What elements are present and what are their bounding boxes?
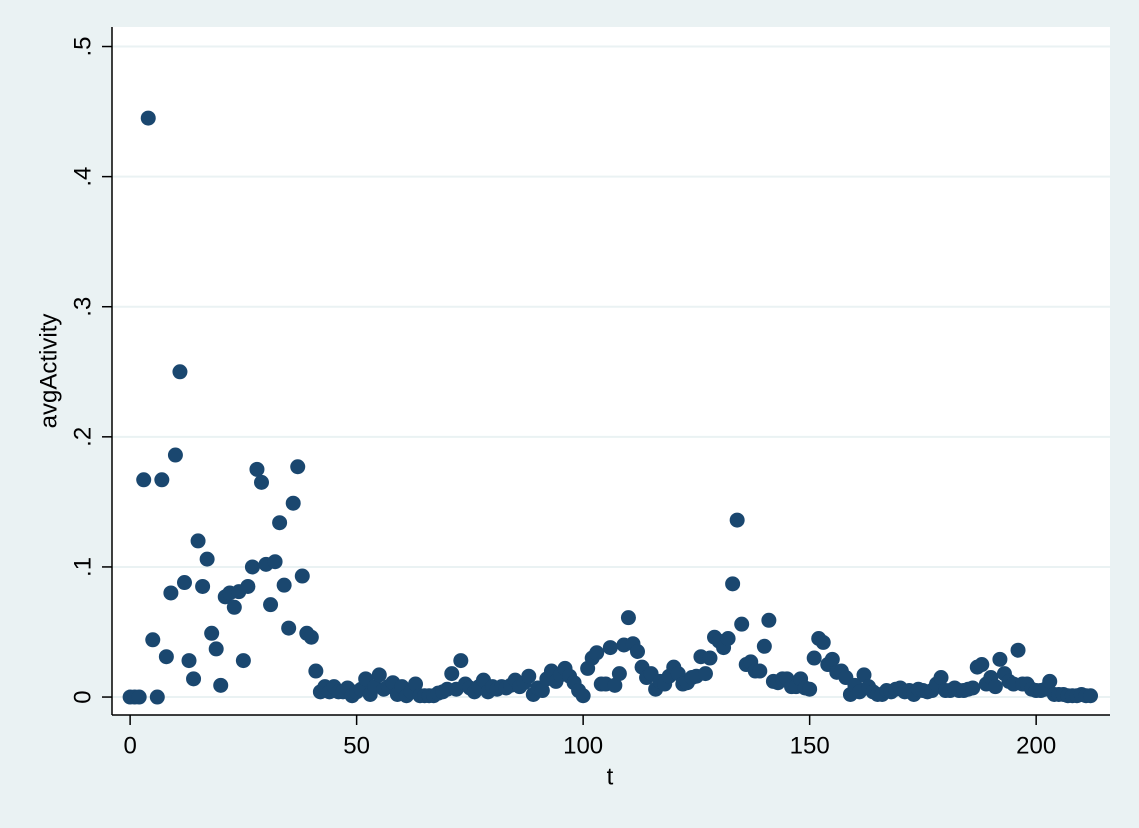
y-tick-label: 0 bbox=[69, 690, 96, 703]
point bbox=[734, 616, 750, 632]
point bbox=[240, 578, 256, 594]
point bbox=[303, 629, 319, 645]
point bbox=[267, 554, 283, 570]
point bbox=[285, 495, 301, 511]
point bbox=[272, 515, 288, 531]
point bbox=[1042, 673, 1058, 689]
point bbox=[131, 689, 147, 705]
point bbox=[244, 559, 260, 575]
point bbox=[702, 650, 718, 666]
point bbox=[163, 585, 179, 601]
point bbox=[1083, 688, 1099, 704]
point bbox=[408, 676, 424, 692]
point bbox=[761, 612, 777, 628]
point bbox=[620, 610, 636, 626]
point bbox=[725, 576, 741, 592]
point bbox=[815, 634, 831, 650]
point bbox=[992, 651, 1008, 667]
x-tick-label: 50 bbox=[343, 732, 370, 759]
point bbox=[290, 459, 306, 475]
point bbox=[453, 653, 469, 669]
point bbox=[195, 578, 211, 594]
point bbox=[444, 666, 460, 682]
point bbox=[199, 551, 215, 567]
point bbox=[824, 651, 840, 667]
x-axis-title: t bbox=[607, 763, 614, 790]
point bbox=[756, 638, 772, 654]
point bbox=[149, 689, 165, 705]
y-tick-label: .1 bbox=[69, 557, 96, 577]
point bbox=[136, 472, 152, 488]
point bbox=[281, 620, 297, 636]
point bbox=[856, 667, 872, 683]
point bbox=[167, 447, 183, 463]
point bbox=[253, 474, 269, 490]
point bbox=[974, 657, 990, 673]
point bbox=[204, 625, 220, 641]
point bbox=[249, 461, 265, 477]
point bbox=[697, 666, 713, 682]
point bbox=[263, 597, 279, 613]
point bbox=[1010, 642, 1026, 658]
point bbox=[158, 649, 174, 665]
y-axis-title: avgActivity bbox=[35, 314, 62, 429]
point bbox=[589, 645, 605, 661]
point bbox=[186, 671, 202, 687]
point bbox=[154, 472, 170, 488]
y-tick-label: .3 bbox=[69, 297, 96, 317]
point bbox=[630, 644, 646, 660]
point bbox=[720, 630, 736, 646]
point bbox=[181, 653, 197, 669]
x-tick-label: 200 bbox=[1016, 732, 1056, 759]
point bbox=[294, 568, 310, 584]
point bbox=[602, 640, 618, 656]
point bbox=[213, 677, 229, 693]
plot-area bbox=[112, 27, 1110, 715]
point bbox=[965, 680, 981, 696]
point bbox=[276, 577, 292, 593]
point bbox=[235, 653, 251, 669]
x-tick-label: 100 bbox=[563, 732, 603, 759]
point bbox=[575, 688, 591, 704]
point bbox=[371, 667, 387, 683]
point bbox=[987, 679, 1003, 695]
point bbox=[208, 641, 224, 657]
point bbox=[140, 110, 156, 126]
point bbox=[806, 650, 822, 666]
x-tick-label: 150 bbox=[790, 732, 830, 759]
point bbox=[308, 663, 324, 679]
point bbox=[534, 683, 550, 699]
point bbox=[521, 668, 537, 684]
point bbox=[611, 666, 627, 682]
point bbox=[752, 663, 768, 679]
y-tick-label: .2 bbox=[69, 427, 96, 447]
point bbox=[226, 599, 242, 615]
y-tick-label: .5 bbox=[69, 37, 96, 57]
point bbox=[145, 632, 161, 648]
y-tick-label: .4 bbox=[69, 167, 96, 187]
x-tick-label: 0 bbox=[123, 732, 136, 759]
point bbox=[176, 575, 192, 591]
point bbox=[729, 512, 745, 528]
point bbox=[172, 364, 188, 380]
point bbox=[607, 677, 623, 693]
point bbox=[190, 533, 206, 549]
point bbox=[802, 681, 818, 697]
point bbox=[933, 670, 949, 686]
